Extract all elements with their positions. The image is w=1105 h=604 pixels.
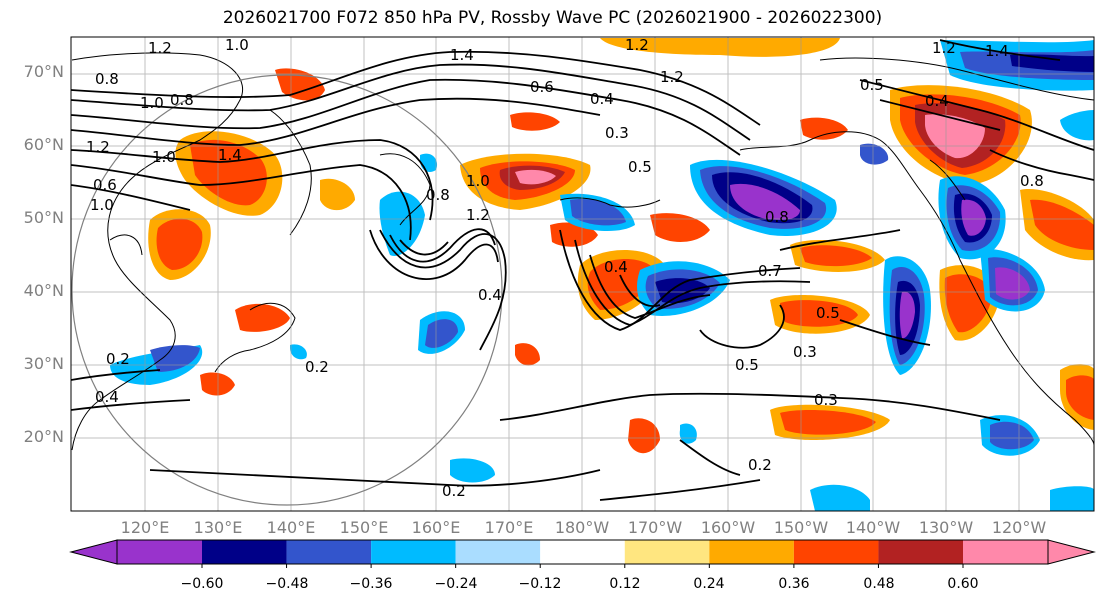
contour-label: 0.2 bbox=[305, 358, 329, 376]
lat-label: 30°N bbox=[23, 354, 64, 373]
contour-label: 0.2 bbox=[748, 456, 772, 474]
colorbar-frame bbox=[116, 539, 1049, 565]
contour-label: 0.4 bbox=[604, 258, 628, 276]
colorbar-swatch bbox=[624, 540, 710, 564]
contour-label: 1.4 bbox=[218, 146, 242, 164]
lat-label: 20°N bbox=[23, 427, 64, 446]
lon-label: 160°W bbox=[700, 518, 756, 537]
contour-label: 0.4 bbox=[478, 286, 502, 304]
colorbar-tick-label: 0.12 bbox=[609, 576, 641, 592]
lon-label: 140°E bbox=[266, 518, 316, 537]
contour-label: 1.2 bbox=[660, 68, 684, 86]
contour-label: 0.5 bbox=[860, 76, 884, 94]
colorbar-swatch bbox=[202, 540, 287, 564]
contour-label: 0.4 bbox=[95, 388, 119, 406]
colorbar-tick-label: −0.60 bbox=[180, 576, 224, 592]
lon-label: 130°W bbox=[918, 518, 974, 537]
lat-label: 50°N bbox=[23, 208, 64, 227]
colorbar-swatch bbox=[117, 540, 202, 564]
contour-label: 0.3 bbox=[605, 124, 629, 142]
colorbar bbox=[69, 539, 1096, 568]
contour-label: 0.6 bbox=[530, 78, 554, 96]
contour-label: 0.8 bbox=[170, 91, 194, 109]
lat-label: 60°N bbox=[23, 135, 64, 154]
contour-label: 1.2 bbox=[466, 206, 490, 224]
contour-label: 0.2 bbox=[106, 350, 130, 368]
contour-label: 1.0 bbox=[90, 196, 114, 214]
colorbar-tick-label: 0.24 bbox=[693, 576, 725, 592]
contour-label: 0.4 bbox=[925, 92, 949, 110]
contour-label: 0.3 bbox=[793, 343, 817, 361]
colorbar-swatch bbox=[793, 540, 879, 564]
colorbar-swatch bbox=[878, 540, 963, 564]
colorbar-swatch bbox=[371, 540, 456, 564]
colorbar-swatch bbox=[286, 540, 372, 564]
colorbar-extend-low bbox=[69, 539, 118, 565]
lon-label: 150°E bbox=[339, 518, 389, 537]
contour-label: 0.7 bbox=[758, 262, 782, 280]
lon-label: 130°E bbox=[193, 518, 243, 537]
contour-label-group: 1.2 1.0 1.4 1.2 1.2 1.4 0.8 1.0 0.8 0.6 … bbox=[86, 36, 1044, 500]
colorbar-tick-label: 0.36 bbox=[778, 576, 810, 592]
contour-label: 0.5 bbox=[816, 304, 840, 322]
contour-label: 0.5 bbox=[735, 356, 759, 374]
pv-contours bbox=[71, 39, 1094, 501]
lat-label: 70°N bbox=[23, 62, 64, 81]
contour-label: 0.8 bbox=[426, 186, 450, 204]
contour-label: 1.4 bbox=[450, 46, 474, 64]
contour-label: 0.4 bbox=[590, 90, 614, 108]
lat-label: 40°N bbox=[23, 281, 64, 300]
contour-label: 0.2 bbox=[442, 482, 466, 500]
colorbar-tick-label: −0.24 bbox=[434, 576, 478, 592]
map-title: 2026021700 F072 850 hPa PV, Rossby Wave … bbox=[222, 8, 883, 28]
lon-label: 180°W bbox=[554, 518, 610, 537]
contour-label: 1.0 bbox=[225, 36, 249, 54]
contour-label: 1.0 bbox=[466, 172, 490, 190]
lon-label: 160°E bbox=[411, 518, 461, 537]
negative-anomaly-shading bbox=[110, 40, 1094, 511]
contour-label: 0.3 bbox=[814, 391, 838, 409]
contour-label: 1.2 bbox=[148, 39, 172, 57]
lon-label: 170°E bbox=[484, 518, 534, 537]
colorbar-extend-high bbox=[1047, 539, 1096, 565]
colorbar-tick-label: −0.48 bbox=[265, 576, 309, 592]
colorbar-tick-label: −0.36 bbox=[349, 576, 393, 592]
colorbar-swatch bbox=[709, 540, 794, 564]
contour-label: 0.5 bbox=[628, 158, 652, 176]
contour-label: 1.2 bbox=[86, 138, 110, 156]
contour-label: 1.4 bbox=[985, 42, 1009, 60]
plot-frame bbox=[70, 36, 1095, 512]
shaded-anomalies bbox=[110, 38, 1094, 511]
colorbar-swatch bbox=[963, 540, 1048, 564]
contour-label: 1.0 bbox=[152, 148, 176, 166]
colorbar-tick-label: −0.12 bbox=[518, 576, 562, 592]
colorbar-tick-label: 0.48 bbox=[863, 576, 895, 592]
colorbar-swatch bbox=[540, 540, 625, 564]
contour-label: 0.8 bbox=[765, 208, 789, 226]
contour-label: 0.6 bbox=[93, 176, 117, 194]
contour-label: 1.0 bbox=[140, 94, 164, 112]
contour-label: 0.8 bbox=[1020, 172, 1044, 190]
lon-label: 150°W bbox=[773, 518, 829, 537]
gridlines bbox=[71, 37, 1094, 511]
lon-label: 120°E bbox=[120, 518, 170, 537]
reference-circle bbox=[71, 74, 503, 506]
colorbar-tick-label: 0.60 bbox=[947, 576, 979, 592]
contour-label: 1.2 bbox=[625, 36, 649, 54]
contour-label: 0.8 bbox=[95, 70, 119, 88]
lon-label: 140°W bbox=[845, 518, 901, 537]
lon-label: 120°W bbox=[991, 518, 1047, 537]
contour-label: 1.2 bbox=[932, 39, 956, 57]
lon-label: 170°W bbox=[627, 518, 683, 537]
colorbar-swatch bbox=[455, 540, 541, 564]
